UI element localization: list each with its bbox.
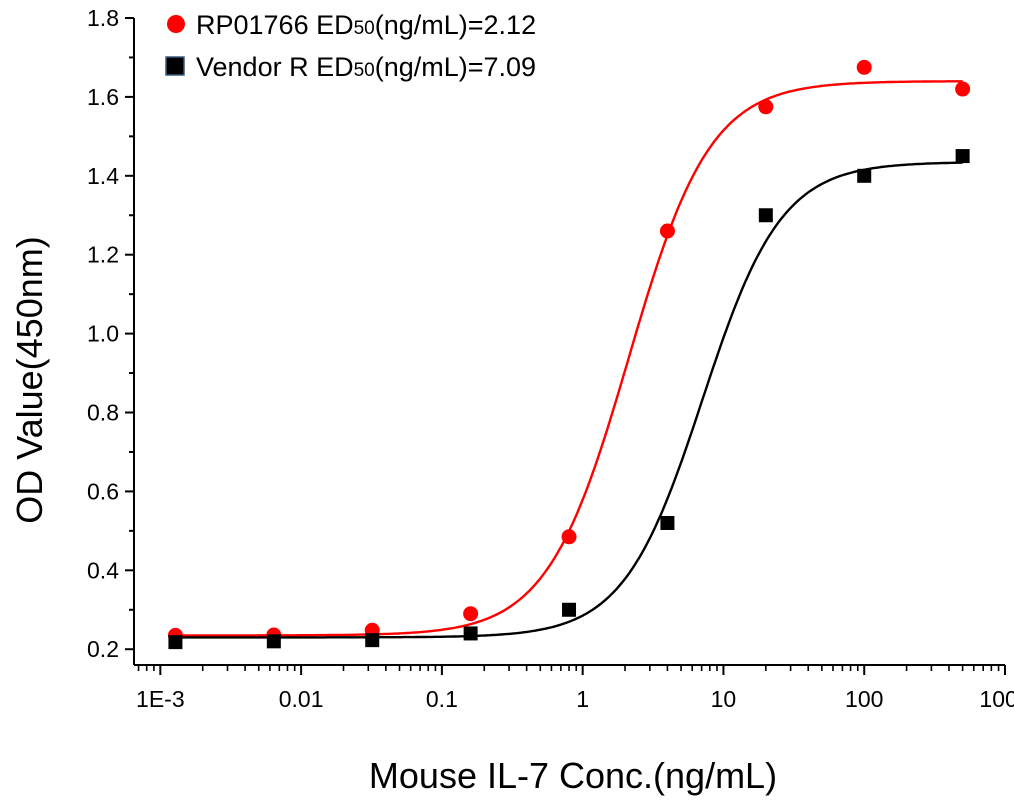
fit-curve-2 (175, 161, 963, 639)
data-point-series-2 (365, 633, 380, 648)
fit-curve-1 (175, 80, 963, 637)
data-point-series-1 (758, 99, 774, 115)
y-tick-label: 0.2 (87, 636, 119, 662)
legend-label-series-2: Vendor R ED50(ng/mL)=7.09 (196, 52, 536, 82)
y-tick-label: 1.6 (87, 84, 119, 110)
y-tick-label: 1.4 (87, 163, 119, 189)
axes: 0.2 0.4 0.6 0.8 1.0 1.2 1.4 1.6 1.8 1E-3 0.01 0.1 1 1… (87, 5, 1014, 712)
data-point-series-2 (168, 635, 183, 650)
fit-curves (175, 80, 963, 639)
data-point-series-2 (562, 602, 577, 617)
data-point-series-2 (857, 168, 872, 183)
data-points (167, 59, 971, 650)
legend: RP01766 ED50(ng/mL)=2.12 Vendor R ED50(ng… (165, 10, 536, 82)
y-tick-label: 0.4 (87, 557, 119, 583)
y-axis-title: OD Value(450nm) (9, 236, 50, 523)
data-point-series-2 (463, 626, 478, 641)
x-tick-label: 10 (711, 686, 737, 712)
legend-marker-series-2 (165, 56, 185, 76)
data-point-series-2 (660, 515, 675, 530)
legend-marker-series-1 (167, 15, 185, 33)
x-tick-label: 0.01 (279, 686, 324, 712)
x-tick-label: 1000 (979, 686, 1014, 712)
x-tick-label: 100 (845, 686, 883, 712)
y-tick-label: 0.8 (87, 400, 119, 426)
y-tick-label: 1.0 (87, 321, 119, 347)
y-tick-label: 1.8 (87, 5, 119, 31)
data-point-series-2 (955, 149, 970, 164)
y-tick-label: 1.2 (87, 242, 119, 268)
data-point-series-2 (758, 208, 773, 223)
x-tick-label: 1E-3 (136, 686, 185, 712)
data-point-series-1 (856, 59, 872, 75)
data-point-series-2 (266, 634, 281, 649)
data-point-series-1 (463, 606, 479, 622)
data-point-series-1 (659, 223, 675, 239)
data-point-series-1 (955, 81, 971, 97)
y-tick-label: 0.6 (87, 478, 119, 504)
legend-label-series-1: RP01766 ED50(ng/mL)=2.12 (196, 10, 536, 40)
x-tick-label: 1 (576, 686, 589, 712)
data-point-series-1 (561, 529, 577, 545)
x-tick-label: 0.1 (426, 686, 458, 712)
x-axis-title: Mouse IL-7 Conc.(ng/mL) (369, 755, 777, 796)
